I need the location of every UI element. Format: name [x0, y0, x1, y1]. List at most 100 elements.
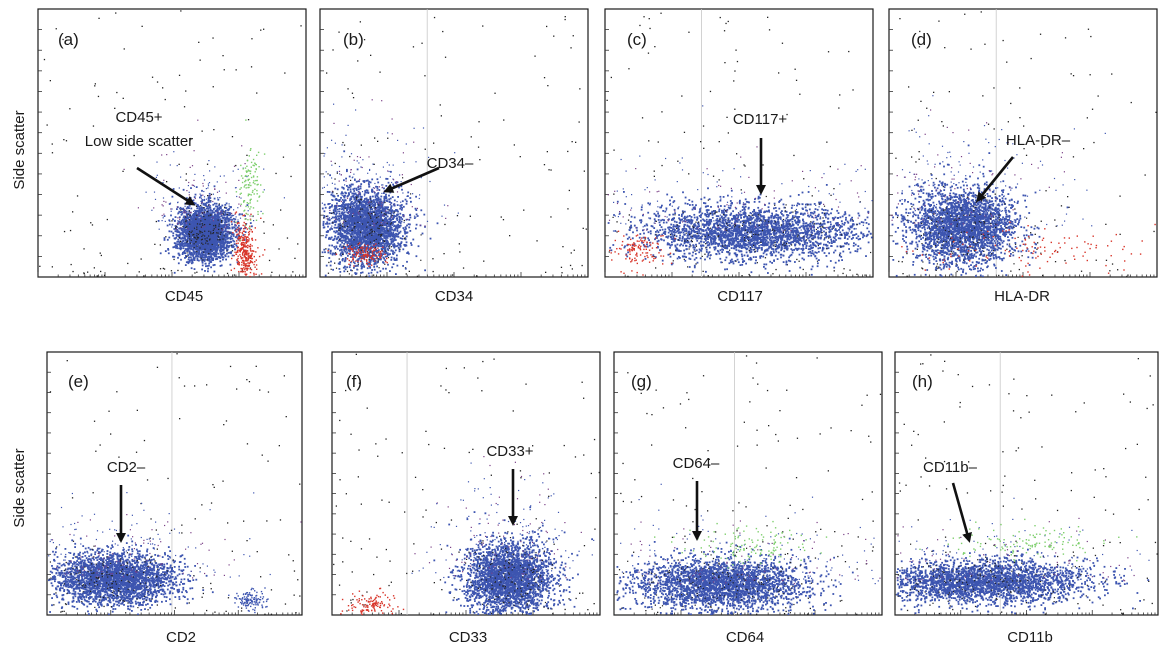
- event-dot: [222, 216, 224, 219]
- event-dot: [241, 259, 244, 262]
- event-dot: [212, 253, 215, 255]
- event-dot: [358, 218, 361, 221]
- event-dot: [244, 263, 246, 265]
- event-dot: [384, 237, 387, 240]
- event-dot: [331, 244, 333, 247]
- event-dot: [192, 234, 194, 236]
- event-dot: [225, 207, 228, 209]
- event-dot: [360, 239, 363, 242]
- event-dot: [207, 253, 209, 255]
- event-dot: [200, 220, 202, 222]
- event-dot: [170, 210, 172, 212]
- event-dot: [183, 225, 186, 227]
- event-dot: [188, 233, 190, 236]
- event-dot: [213, 197, 216, 200]
- event-dot: [177, 230, 180, 233]
- event-dot: [181, 212, 184, 215]
- event-dot: [225, 224, 227, 226]
- event-dot: [249, 256, 251, 258]
- event-dot: [209, 195, 211, 197]
- event-dot: [178, 222, 181, 224]
- event-dot: [217, 211, 219, 214]
- event-dot: [236, 195, 238, 198]
- event-dot: [184, 222, 186, 225]
- event-dot: [204, 258, 206, 261]
- event-dot: [210, 213, 213, 215]
- event-dot: [368, 180, 371, 183]
- event-dot: [199, 230, 201, 232]
- event-dot: [180, 209, 182, 211]
- event-dot: [199, 253, 202, 256]
- event-dot: [230, 235, 233, 238]
- event-dot: [178, 231, 181, 234]
- event-dot: [377, 244, 380, 247]
- event-dot: [242, 270, 245, 273]
- event-dot: [355, 272, 358, 275]
- event-dot: [369, 210, 372, 213]
- event-dot: [181, 236, 184, 239]
- event-dot: [201, 199, 204, 201]
- event-dot: [359, 200, 362, 203]
- event-dot: [236, 251, 238, 253]
- event-dot: [470, 136, 472, 138]
- event-dot: [207, 183, 209, 185]
- event-dot: [96, 275, 98, 277]
- event-dot: [248, 234, 250, 236]
- event-dot: [195, 253, 198, 256]
- event-dot: [175, 226, 177, 228]
- event-dot: [358, 257, 361, 260]
- event-dot: [553, 35, 555, 37]
- event-dot: [155, 220, 157, 223]
- event-dot: [221, 211, 223, 214]
- event-dot: [212, 223, 215, 226]
- event-dot: [166, 224, 169, 227]
- event-dot: [256, 184, 258, 186]
- event-dot: [248, 227, 251, 229]
- event-dot: [231, 223, 233, 226]
- event-dot: [222, 249, 225, 252]
- event-dot: [245, 205, 247, 208]
- event-dot: [226, 248, 229, 251]
- event-dot: [189, 252, 192, 255]
- event-dot: [341, 241, 343, 244]
- event-dot: [207, 259, 210, 262]
- event-dot: [153, 191, 156, 193]
- event-dot: [203, 209, 206, 211]
- event-dot: [203, 246, 205, 248]
- event-dot: [196, 214, 198, 216]
- event-dot: [284, 72, 286, 74]
- event-dot: [178, 254, 181, 257]
- event-dot: [222, 230, 225, 233]
- event-dot: [222, 238, 224, 241]
- event-dot: [198, 224, 201, 226]
- event-dot: [192, 219, 195, 222]
- event-dot: [357, 194, 359, 197]
- event-dot: [196, 245, 198, 247]
- event-dot: [433, 142, 435, 144]
- event-dot: [217, 229, 220, 232]
- event-dot: [194, 251, 197, 254]
- event-dot: [249, 149, 252, 151]
- event-dot: [190, 226, 192, 228]
- event-dot: [207, 195, 209, 197]
- event-dot: [256, 189, 258, 192]
- event-dot: [222, 246, 224, 248]
- event-dot: [202, 203, 205, 206]
- event-dot: [182, 251, 184, 254]
- event-dot: [230, 220, 233, 223]
- event-dot: [341, 204, 343, 206]
- event-dot: [263, 232, 265, 234]
- event-dot: [390, 207, 392, 210]
- event-dot: [200, 237, 203, 240]
- event-dot: [218, 227, 220, 230]
- event-dot: [176, 240, 179, 243]
- event-dot: [220, 238, 223, 240]
- event-dot: [260, 273, 263, 275]
- event-dot: [213, 217, 215, 219]
- event-dot: [243, 256, 246, 258]
- event-dot: [205, 225, 207, 227]
- event-dot: [213, 235, 215, 238]
- event-dot: [241, 264, 243, 266]
- event-dot: [258, 255, 261, 258]
- event-dot: [379, 71, 381, 73]
